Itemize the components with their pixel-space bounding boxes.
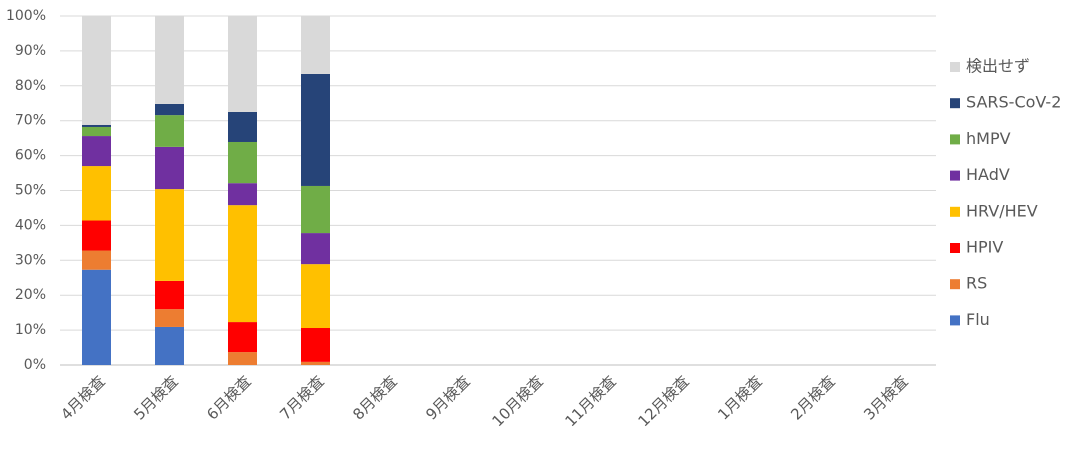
bar-segment [228,352,257,365]
y-tick-label: 20% [15,287,46,303]
y-tick-label: 80% [15,78,46,94]
legend-swatch [950,170,960,181]
y-tick-label: 10% [15,322,46,338]
legend-swatch [950,98,960,109]
legend-swatch [950,243,960,253]
bar-segment [155,146,184,190]
y-tick-label: 40% [15,217,46,233]
bar-segment [301,361,330,365]
bar-segment [301,185,330,234]
x-tick-label: 8月検査 [349,372,400,423]
bar-segment [301,233,330,265]
bar-segment [228,16,257,112]
bar-segment [82,126,111,137]
legend-swatch [950,279,960,290]
legend-text: HPIV [966,238,1003,257]
bar-segment [155,280,184,310]
bar-segment [228,205,257,323]
x-tick-label: 3月検査 [860,372,911,423]
x-tick-label: 6月検査 [203,372,254,423]
y-tick-label: 30% [15,252,46,268]
legend-text: hMPV [966,129,1011,148]
legend-swatch [950,206,960,217]
legend-swatch [950,62,960,72]
bar-segment [301,328,330,362]
x-tick-label: 11月検査 [561,372,619,430]
y-tick-label: 50% [15,183,46,199]
legend-text: Flu [966,310,990,329]
legend-text: HAdV [966,165,1010,184]
bar-segment [155,115,184,147]
bar-segment [228,183,257,206]
legend-swatch [950,315,960,326]
bar-segment [82,220,111,251]
bar-segment [301,16,330,74]
bar-segment [228,322,257,353]
x-tick-label: 7月検査 [276,372,327,423]
bar-segment [82,250,111,270]
y-tick-label: 60% [15,148,46,164]
bar-segment [82,269,111,365]
x-tick-label: 12月検査 [634,372,692,430]
x-tick-label: 2月検査 [787,372,838,423]
legend-text: SARS-CoV-2 [966,93,1061,112]
legend-text: 検出せず [966,57,1030,76]
y-tick-label: 100% [6,8,46,24]
bar-segment [155,309,184,327]
bar-segment [82,124,111,127]
bar-segment [228,141,257,184]
legend-swatch [950,134,960,145]
y-tick-label: 70% [15,113,46,129]
bar-segment [155,16,184,104]
x-tick-label: 4月検査 [57,372,108,423]
bar-segment [301,73,330,186]
x-tick-label: 1月検査 [714,372,765,423]
bar-segment [301,264,330,329]
y-tick-label: 90% [15,43,46,59]
y-tick-label: 0% [24,357,46,373]
x-tick-label: 9月検査 [422,372,473,423]
bar-segment [82,16,111,125]
bar-segment [228,111,257,142]
x-tick-label: 10月検査 [488,372,546,430]
x-tick-label: 5月検査 [130,372,181,423]
bar-segment [82,136,111,167]
bar-segment [155,189,184,281]
bar-segment [155,103,184,116]
bar-segment [155,326,184,365]
legend-text: HRV/HEV [966,201,1038,220]
legend-text: RS [966,274,987,293]
bar-segment [82,166,111,221]
